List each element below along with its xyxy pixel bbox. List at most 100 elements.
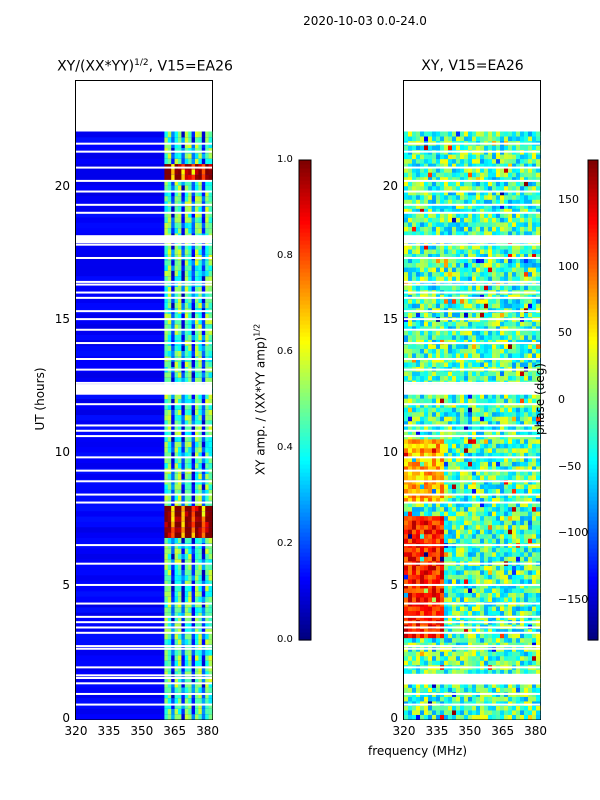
colorbar-segment xyxy=(299,544,311,549)
colorbar-segment xyxy=(299,308,311,313)
right-heat-cell xyxy=(412,407,417,413)
right-heat-cell xyxy=(440,587,445,593)
right-heat-cell xyxy=(436,714,441,720)
right-heat-cell xyxy=(476,348,481,354)
left-heat-cell xyxy=(181,633,186,640)
left-heat-cell xyxy=(205,361,209,368)
left-heat-cell xyxy=(164,446,169,453)
right-heat-cell xyxy=(452,669,457,675)
right-heat-cell xyxy=(452,714,457,720)
right-heat-cell xyxy=(404,556,409,562)
left-heat-cell xyxy=(201,419,206,426)
right-heat-cell xyxy=(480,610,485,616)
left-heat-cell xyxy=(167,681,172,688)
right-heat-cell xyxy=(472,456,477,462)
right-heat-cell xyxy=(424,393,429,399)
left-heat-cell xyxy=(181,558,186,565)
right-heat-cell xyxy=(416,574,421,580)
right-heat-cell xyxy=(472,587,477,593)
left-heat-cell xyxy=(208,564,213,570)
right-heat-cell xyxy=(444,705,449,711)
right-heat-cell xyxy=(520,456,525,462)
right-heat-cell xyxy=(480,655,485,661)
right-heat-cell xyxy=(480,506,485,512)
right-heat-cell xyxy=(404,660,409,666)
right-heat-cell xyxy=(412,425,417,431)
colorbar-segment xyxy=(299,216,311,221)
left-heat-cell xyxy=(167,521,172,528)
left-heat-cell xyxy=(191,638,196,645)
left-heat-cell xyxy=(167,676,172,683)
right-heat-cell xyxy=(532,371,537,377)
left-heat-cell xyxy=(184,654,189,661)
right-heat-cell xyxy=(408,700,413,706)
right-heat-cell xyxy=(436,533,441,539)
left-heat-cell xyxy=(201,633,206,640)
left-heat-cell xyxy=(188,585,192,592)
left-heat-cell xyxy=(191,713,196,720)
left-heat-cell xyxy=(171,275,175,282)
right-heat-cell xyxy=(436,651,441,657)
right-heat-cell xyxy=(424,352,429,358)
right-heat-cell xyxy=(404,700,409,706)
right-heat-cell xyxy=(464,488,469,494)
right-heat-cell xyxy=(464,655,469,661)
right-heat-cell xyxy=(472,596,477,603)
right-heat-cell xyxy=(488,596,493,603)
right-heat-cell xyxy=(520,587,525,593)
right-heat-cell xyxy=(472,655,477,661)
colorbar-segment xyxy=(299,252,311,257)
left-heat-cell xyxy=(191,670,196,677)
left-y-tick-label: 0 xyxy=(62,711,70,725)
left-heat-cell xyxy=(201,313,206,319)
left-heat-row xyxy=(76,409,212,416)
left-heat-cell xyxy=(188,158,192,165)
right-heat-cell xyxy=(472,398,477,404)
left-heat-cell xyxy=(184,462,189,469)
right-heat-cell xyxy=(496,312,501,318)
right-heat-cell xyxy=(496,587,501,593)
right-heat-cell xyxy=(452,511,457,517)
right-heat-cell xyxy=(532,348,537,354)
right-heat-cell xyxy=(408,551,413,557)
left-heat-cell xyxy=(164,558,169,565)
right-heat-cell xyxy=(420,352,425,358)
right-heat-cell xyxy=(468,398,473,404)
right-heat-cell xyxy=(516,361,521,368)
right-heat-cell xyxy=(508,610,513,616)
left-heat-cell xyxy=(171,484,175,490)
right-heat-cell xyxy=(484,592,489,598)
right-heat-cell xyxy=(420,348,425,354)
colorbar-segment xyxy=(299,260,311,265)
left-heat-row xyxy=(76,521,212,528)
right-heat-cell xyxy=(408,312,413,318)
right-heat-cell xyxy=(444,375,449,381)
right-heat-cell xyxy=(444,447,449,453)
right-heat-cell xyxy=(524,556,529,562)
right-heat-cell xyxy=(488,511,493,517)
left-heat-cell xyxy=(201,163,206,170)
right-heat-cell xyxy=(504,339,509,345)
left-heat-cell xyxy=(178,318,182,325)
right-heat-cell xyxy=(516,506,521,512)
right-heat-cell xyxy=(464,551,469,557)
left-heat-cell xyxy=(181,660,186,667)
right-heat-cell xyxy=(520,447,525,453)
left-heat-cell xyxy=(181,195,186,202)
left-heat-cell xyxy=(184,713,189,720)
right-heat-cell xyxy=(496,474,501,480)
right-heat-cell xyxy=(536,520,541,526)
right-heat-cell xyxy=(444,533,449,539)
right-heat-cell xyxy=(416,484,421,490)
left-heat-cell xyxy=(174,702,179,709)
right-heat-cell xyxy=(468,484,473,490)
left-colorbar-label-exponent: 1/2 xyxy=(252,323,262,337)
right-heat-cell xyxy=(500,574,505,580)
right-heat-cell xyxy=(420,669,425,675)
left-heat-cell xyxy=(191,168,196,175)
left-heat-cell xyxy=(181,398,186,405)
left-gap-band xyxy=(76,235,212,244)
left-heat-cell xyxy=(191,553,196,560)
left-heat-cell xyxy=(195,526,199,533)
left-heat-cell xyxy=(164,286,169,293)
